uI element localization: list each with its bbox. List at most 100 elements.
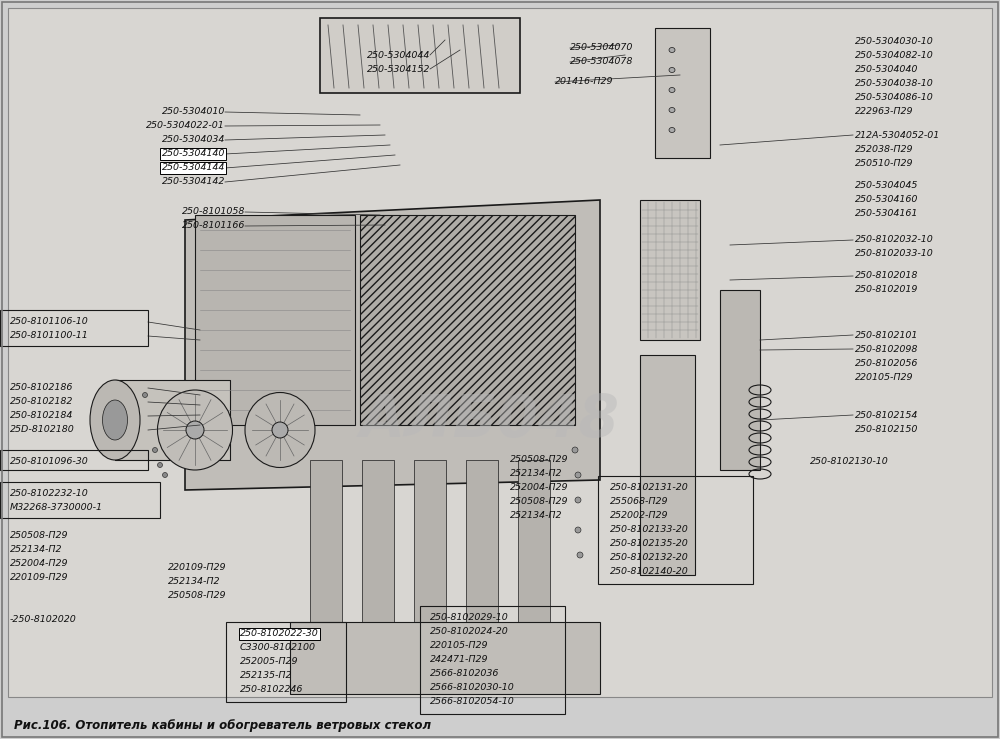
Ellipse shape bbox=[669, 107, 675, 112]
Bar bbox=[466, 460, 498, 635]
Text: 250-8102024-20: 250-8102024-20 bbox=[430, 627, 509, 636]
Bar bbox=[0, 482, 160, 518]
Text: 250-8102019: 250-8102019 bbox=[855, 285, 918, 295]
Text: 250-8101100-11: 250-8101100-11 bbox=[10, 332, 89, 341]
Ellipse shape bbox=[143, 392, 148, 398]
Text: 250-5304070: 250-5304070 bbox=[570, 44, 633, 52]
Ellipse shape bbox=[90, 380, 140, 460]
Bar bbox=[655, 28, 710, 158]
Bar bbox=[0, 450, 148, 470]
Text: М32268-3730000-1: М32268-3730000-1 bbox=[10, 503, 103, 513]
Text: 222963-П29: 222963-П29 bbox=[855, 107, 914, 117]
Text: 250-8102186: 250-8102186 bbox=[10, 384, 73, 392]
Text: 250-8102018: 250-8102018 bbox=[855, 271, 918, 281]
Ellipse shape bbox=[575, 472, 581, 478]
Text: 250-8102246: 250-8102246 bbox=[240, 686, 303, 695]
Text: 242471-П29: 242471-П29 bbox=[430, 655, 488, 664]
Bar bbox=[414, 460, 446, 635]
Text: 250-8102150: 250-8102150 bbox=[855, 424, 918, 434]
Bar bbox=[362, 460, 394, 635]
Text: 250-8102022-30: 250-8102022-30 bbox=[240, 630, 319, 638]
Text: 220105-П29: 220105-П29 bbox=[855, 372, 914, 381]
Text: 220109-П29: 220109-П29 bbox=[10, 573, 68, 582]
Ellipse shape bbox=[669, 47, 675, 52]
Text: 250-8102135-20: 250-8102135-20 bbox=[610, 539, 689, 548]
Text: 250-5304010: 250-5304010 bbox=[162, 107, 225, 117]
Text: 201416-П29: 201416-П29 bbox=[555, 78, 614, 86]
Text: -250-8102020: -250-8102020 bbox=[10, 616, 77, 624]
Text: 250-8102098: 250-8102098 bbox=[855, 344, 918, 353]
Text: АЛБ048: АЛБ048 bbox=[360, 392, 620, 449]
Text: 250-8102130-10: 250-8102130-10 bbox=[810, 457, 889, 466]
Text: Рис.106. Отопитель кабины и обогреватель ветровых стекол: Рис.106. Отопитель кабины и обогреватель… bbox=[14, 718, 431, 732]
Text: 250-5304144: 250-5304144 bbox=[162, 163, 225, 172]
Bar bbox=[360, 215, 575, 425]
Text: 250-5304086-10: 250-5304086-10 bbox=[855, 94, 934, 103]
Text: 250-5304022-01: 250-5304022-01 bbox=[146, 121, 225, 131]
Text: 250-5304038-10: 250-5304038-10 bbox=[855, 80, 934, 89]
Text: 250-5304082-10: 250-5304082-10 bbox=[855, 52, 934, 61]
Ellipse shape bbox=[577, 552, 583, 558]
Text: 250510-П29: 250510-П29 bbox=[855, 158, 914, 168]
Text: 250-8102029-10: 250-8102029-10 bbox=[430, 613, 509, 622]
Text: 250-8102140-20: 250-8102140-20 bbox=[610, 568, 689, 576]
Text: 250-8102184: 250-8102184 bbox=[10, 412, 73, 420]
Bar bbox=[320, 18, 520, 93]
Text: 250-8102133-20: 250-8102133-20 bbox=[610, 525, 689, 534]
Text: 250-5304161: 250-5304161 bbox=[855, 208, 918, 217]
Ellipse shape bbox=[152, 448, 158, 452]
Polygon shape bbox=[185, 200, 600, 490]
Text: 250-8102033-10: 250-8102033-10 bbox=[855, 250, 934, 259]
Text: 250-8102182: 250-8102182 bbox=[10, 398, 73, 406]
Ellipse shape bbox=[186, 421, 204, 439]
Bar bbox=[226, 622, 346, 702]
Text: 250-5304160: 250-5304160 bbox=[855, 194, 918, 203]
Text: 252134-П2: 252134-П2 bbox=[168, 577, 220, 587]
Ellipse shape bbox=[158, 463, 162, 468]
Text: 255068-П29: 255068-П29 bbox=[610, 497, 668, 506]
Bar bbox=[720, 290, 760, 470]
Bar bbox=[290, 622, 600, 694]
Ellipse shape bbox=[575, 527, 581, 533]
Ellipse shape bbox=[669, 128, 675, 132]
Text: 250-5304034: 250-5304034 bbox=[162, 135, 225, 145]
Bar bbox=[598, 476, 753, 584]
Bar bbox=[115, 380, 230, 460]
Ellipse shape bbox=[158, 390, 232, 470]
Bar bbox=[0, 310, 148, 346]
Text: 252134-П2: 252134-П2 bbox=[510, 469, 562, 478]
Text: 2566-8102036: 2566-8102036 bbox=[430, 670, 499, 678]
Text: 2566-8102030-10: 2566-8102030-10 bbox=[430, 684, 515, 692]
Text: 250-8101096-30: 250-8101096-30 bbox=[10, 457, 89, 466]
Text: 250-5304045: 250-5304045 bbox=[855, 180, 918, 189]
Text: 250-5304040: 250-5304040 bbox=[855, 66, 918, 75]
Ellipse shape bbox=[162, 472, 168, 477]
Bar bbox=[518, 460, 550, 635]
Text: 250-5304142: 250-5304142 bbox=[162, 177, 225, 186]
Text: 252005-П29: 252005-П29 bbox=[240, 658, 298, 667]
Ellipse shape bbox=[669, 87, 675, 92]
Text: 250-5304152: 250-5304152 bbox=[367, 64, 430, 73]
Text: С3300-8102100: С3300-8102100 bbox=[240, 644, 316, 653]
Text: 2566-8102054-10: 2566-8102054-10 bbox=[430, 698, 515, 706]
Bar bbox=[310, 460, 342, 635]
Bar bbox=[420, 606, 565, 714]
Text: 220105-П29: 220105-П29 bbox=[430, 641, 488, 650]
Text: 212A-5304052-01: 212A-5304052-01 bbox=[855, 131, 940, 140]
Bar bbox=[640, 355, 695, 575]
Text: 250-5304140: 250-5304140 bbox=[162, 149, 225, 158]
Text: 250-8102032-10: 250-8102032-10 bbox=[855, 236, 934, 245]
Bar bbox=[640, 200, 700, 340]
Ellipse shape bbox=[245, 392, 315, 468]
Text: 250-8102132-20: 250-8102132-20 bbox=[610, 554, 689, 562]
Text: 250-8101166: 250-8101166 bbox=[182, 222, 245, 231]
Text: 250-8102101: 250-8102101 bbox=[855, 330, 918, 339]
Ellipse shape bbox=[669, 67, 675, 72]
Text: 250508-П29: 250508-П29 bbox=[168, 591, 226, 601]
Text: 250508-П29: 250508-П29 bbox=[510, 455, 568, 465]
Text: 252134-П2: 252134-П2 bbox=[10, 545, 62, 554]
Ellipse shape bbox=[572, 447, 578, 453]
Text: 252002-П29: 252002-П29 bbox=[610, 511, 668, 520]
Text: 250-5304030-10: 250-5304030-10 bbox=[855, 38, 934, 47]
Text: 250-8101106-10: 250-8101106-10 bbox=[10, 318, 89, 327]
